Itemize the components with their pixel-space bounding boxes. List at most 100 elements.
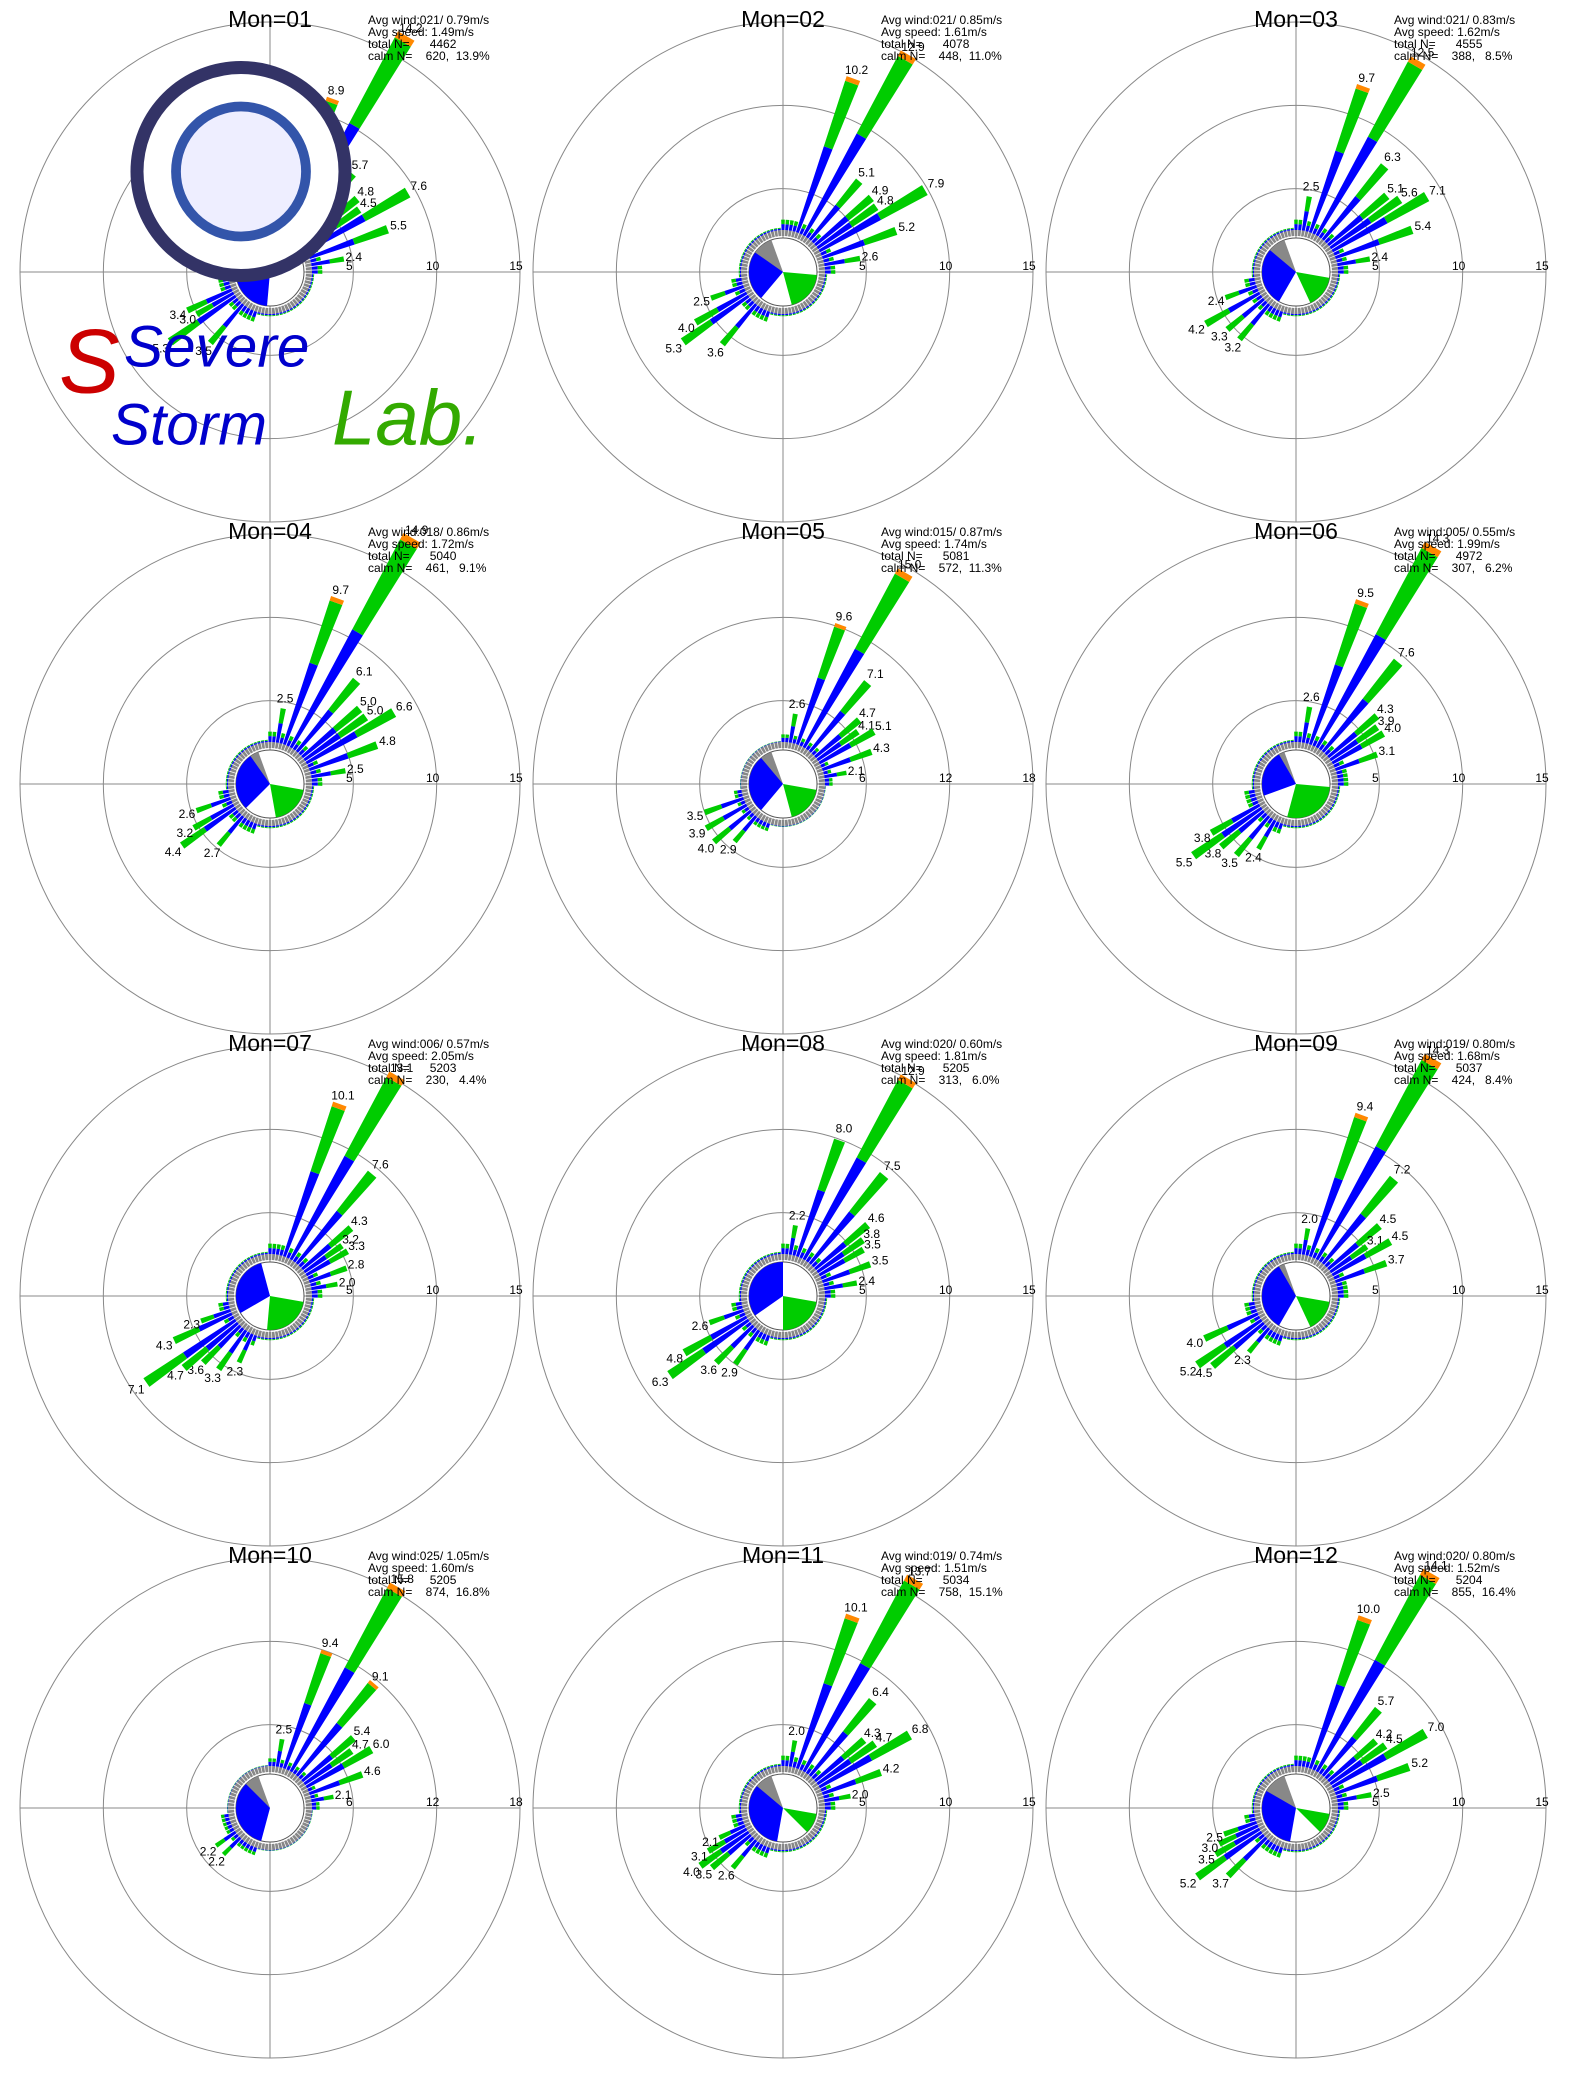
bar-segment-low	[1263, 819, 1277, 838]
bar-segment-inner	[1255, 259, 1262, 264]
bar-segment-mid	[1283, 1764, 1287, 1767]
bar-segment-mid	[739, 1286, 741, 1290]
bar-segment-mid	[308, 288, 311, 293]
bar-segment-inner	[805, 810, 812, 818]
bar-segment-inner	[250, 1328, 256, 1335]
bar-segment-inner	[1328, 1788, 1335, 1794]
bar-segment-mid	[830, 270, 836, 274]
bar-segment-inner	[250, 1769, 256, 1776]
bar-segment-low	[238, 1776, 242, 1780]
bar-segment-low	[1337, 786, 1340, 790]
bar-segment-low	[811, 236, 819, 244]
bar-segment-high	[320, 1649, 333, 1658]
sector-value-label: 8.9	[328, 83, 345, 97]
bar-segment-mid	[1251, 782, 1253, 786]
bar-segment-mid	[328, 1248, 350, 1264]
bar-segment-low	[770, 1253, 774, 1256]
bar-segment-low	[247, 745, 251, 749]
bar-segment-inner	[278, 1767, 283, 1774]
bar-segment-inner	[284, 1257, 290, 1264]
bar-segment-low	[740, 782, 742, 786]
bar-segment-mid	[1322, 1840, 1326, 1843]
bar-segment-mid	[261, 1849, 265, 1851]
bar-segment-inner	[284, 1840, 290, 1847]
bar-segment-low	[814, 1321, 818, 1325]
bar-segment-mid	[731, 278, 737, 283]
bar-segment-mid	[1256, 1272, 1260, 1276]
bar-segment-inner	[815, 1822, 822, 1828]
bar-segment-mid	[770, 1337, 774, 1340]
stat-line: Avg speed: 1.68m/s	[1394, 1049, 1500, 1063]
sector-value-label: 3.5	[1198, 1853, 1215, 1867]
bar-segment-low	[1278, 1334, 1284, 1342]
bar-segment-mid	[290, 820, 294, 824]
bar-segment-low	[1334, 1268, 1366, 1284]
bar-segment-mid	[311, 793, 314, 797]
panel-title: Mon=06	[1254, 518, 1338, 544]
stat-line: total N= 5040	[368, 549, 457, 563]
bar-segment-low	[742, 815, 758, 832]
bar-segment-high	[1357, 1615, 1372, 1625]
bar-segment-inner	[1297, 230, 1302, 237]
bar-segment-inner	[264, 819, 269, 826]
bar-segment-low	[311, 274, 314, 278]
bar-segment-inner	[303, 768, 310, 773]
bar-segment-inner	[271, 742, 276, 749]
bar-segment-low	[1290, 740, 1294, 743]
sector-value-label: 2.9	[720, 842, 737, 856]
bar-segment-inner	[1329, 768, 1336, 773]
bar-segment-mid	[730, 1854, 745, 1870]
bar-segment-mid	[1253, 255, 1256, 259]
bar-segment-inner	[818, 277, 825, 281]
bar-segment-inner	[230, 283, 237, 288]
bar-segment-low	[1334, 1820, 1338, 1825]
bar-segment-mid	[824, 789, 826, 793]
bar-segment-inner	[1265, 808, 1272, 815]
bar-segment-low	[1290, 313, 1294, 316]
bar-segment-mid	[770, 1764, 774, 1767]
bar-segment-low	[203, 806, 237, 832]
bar-segment-mid	[1328, 1257, 1335, 1264]
bar-segment-mid	[1286, 1764, 1290, 1766]
bar-segment-low	[310, 1794, 316, 1799]
bar-segment-low	[1334, 796, 1338, 801]
sector-value-label: 4.2	[883, 1762, 900, 1776]
bar-segment-inner	[1297, 1254, 1302, 1261]
bar-segment-inner	[811, 758, 819, 765]
bar-segment-mid	[186, 299, 208, 314]
bar-segment-inner	[284, 1769, 290, 1776]
sector-value-label: 14.3	[1426, 532, 1450, 546]
bar-segment-low	[1290, 825, 1294, 828]
bar-segment-low	[766, 1766, 771, 1770]
bar-segment-inner	[1276, 233, 1282, 240]
bar-segment-inner	[802, 1772, 809, 1780]
sector-value-label: 2.2	[208, 1854, 225, 1868]
bar-segment-mid	[739, 1283, 742, 1287]
bar-segment-inner	[794, 305, 799, 312]
bar-segment-inner	[296, 1830, 304, 1837]
bar-segment-inner	[303, 1307, 310, 1312]
pie-slice-blue	[749, 757, 783, 811]
bar-segment-inner	[1273, 814, 1280, 822]
bar-segment-inner	[774, 1843, 778, 1850]
bar-segment-mid	[809, 1764, 815, 1770]
stat-line: Avg speed: 1.99m/s	[1394, 537, 1500, 551]
bar-segment-inner	[1254, 775, 1261, 779]
bar-segment-mid	[815, 298, 818, 302]
bar-segment-mid	[796, 312, 800, 315]
bar-segment-mid	[293, 1330, 297, 1334]
bar-segment-mid	[1355, 163, 1389, 201]
bar-segment-mid	[1290, 227, 1294, 230]
bar-segment-mid	[207, 324, 227, 346]
bar-segment-inner	[1262, 1318, 1270, 1325]
sector-value-label: 2.6	[718, 1869, 735, 1883]
bar-segment-mid	[1263, 751, 1267, 755]
bar-segment-inner	[1254, 785, 1261, 790]
sector-value-label: 4.3	[351, 1214, 368, 1228]
bar-segment-mid	[1334, 288, 1337, 293]
bar-segment-mid	[260, 314, 264, 316]
bar-segment-low	[757, 1843, 764, 1851]
bar-segment-mid	[819, 803, 821, 807]
bar-segment-mid	[877, 185, 928, 220]
sector-value-label: 5.5	[1176, 855, 1193, 869]
